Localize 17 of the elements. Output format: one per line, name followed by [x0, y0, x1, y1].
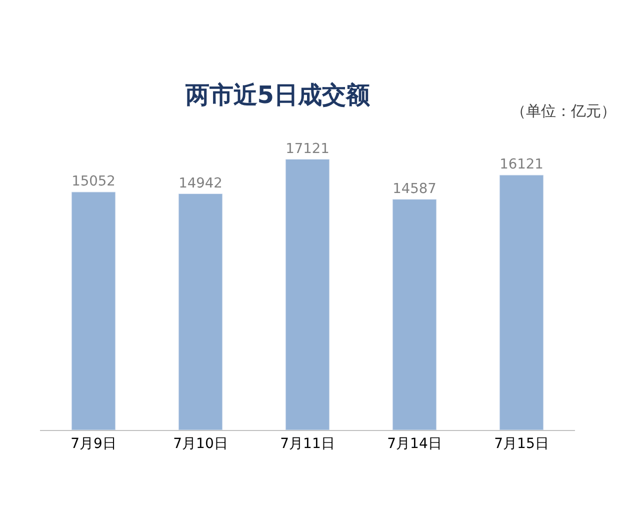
- data-label: 14587: [392, 180, 436, 197]
- text: （单位：亿元）: [511, 102, 616, 120]
- bar: [178, 193, 223, 430]
- x-tick-label: 7月9日: [70, 436, 116, 452]
- data-label: 15052: [72, 174, 116, 190]
- x-tick-label: 7月11日: [280, 436, 335, 452]
- data-label: 14942: [178, 175, 222, 192]
- bar: [285, 159, 330, 430]
- chart-title: 两市近5日成交额: [184, 81, 371, 110]
- data-label: 17121: [286, 140, 330, 157]
- x-tick-label: 7月10日: [173, 436, 228, 452]
- x-tick-label: 7月14日: [387, 436, 442, 452]
- x-tick-label: 7月15日: [494, 436, 549, 452]
- data-label: 16121: [500, 156, 544, 173]
- bar: [499, 174, 544, 430]
- bar: [392, 199, 437, 430]
- bar: [71, 192, 116, 430]
